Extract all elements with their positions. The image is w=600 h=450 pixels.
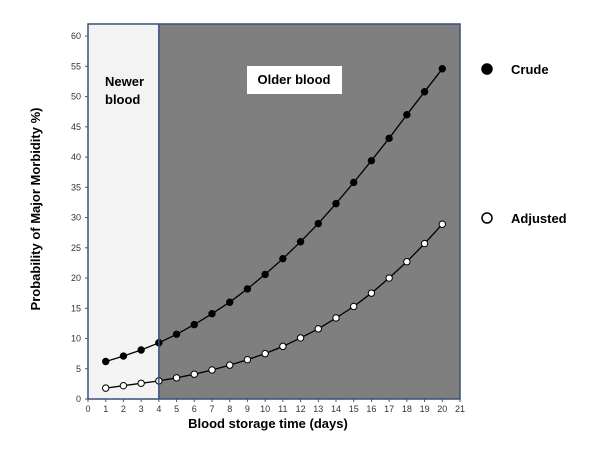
legend-marker-adjusted — [481, 212, 493, 224]
x-tick-label: 2 — [121, 404, 126, 414]
point-adjusted — [119, 381, 128, 390]
point-adjusted — [261, 349, 269, 358]
y-tick-label: 20 — [71, 273, 81, 283]
x-tick-label: 3 — [139, 404, 144, 414]
point-adjusted — [137, 379, 145, 387]
point-crude — [314, 219, 322, 228]
x-tick-label: 16 — [366, 404, 376, 414]
y-tick-label: 40 — [71, 152, 81, 162]
legend-label-crude: Crude — [511, 62, 549, 77]
point-crude — [350, 178, 358, 187]
point-adjusted — [403, 258, 411, 266]
x-tick-label: 12 — [296, 404, 306, 414]
point-adjusted — [208, 366, 216, 374]
x-tick-label: 4 — [156, 404, 161, 414]
x-tick-label: 20 — [437, 404, 447, 414]
region-newer-blood — [88, 24, 159, 399]
x-tick-label: 14 — [331, 404, 341, 414]
x-tick-label: 18 — [402, 404, 412, 414]
x-tick-label: 0 — [85, 404, 90, 414]
point-adjusted — [296, 334, 305, 342]
y-tick-label: 5 — [76, 364, 81, 374]
y-axis-title: Probability of Major Morbidity %) — [28, 108, 43, 311]
point-adjusted — [385, 274, 393, 282]
x-tick-label: 11 — [278, 404, 287, 414]
y-tick-label: 30 — [71, 213, 81, 223]
point-crude — [119, 352, 128, 360]
point-crude — [385, 134, 393, 143]
y-tick-label: 25 — [71, 243, 81, 253]
point-crude — [403, 111, 411, 119]
x-tick-label: 1 — [103, 404, 108, 414]
y-tick-label: 55 — [71, 61, 81, 71]
point-adjusted — [438, 220, 446, 228]
point-crude — [243, 285, 252, 293]
point-crude — [190, 320, 198, 329]
x-tick-label: 13 — [313, 404, 323, 414]
x-tick-label: 10 — [260, 404, 270, 414]
y-tick-label: 50 — [71, 92, 81, 102]
x-tick-label: 7 — [209, 404, 214, 414]
point-adjusted — [243, 355, 252, 364]
point-adjusted — [102, 384, 110, 392]
point-crude — [208, 310, 216, 318]
point-crude — [279, 254, 287, 263]
region-label-newer-line2: blood — [105, 92, 140, 107]
legend: Crude Adjusted — [481, 62, 567, 226]
x-tick-label: 8 — [227, 404, 232, 414]
point-crude — [261, 270, 269, 279]
point-crude — [438, 65, 446, 73]
point-crude — [332, 199, 340, 208]
region-label-newer-line1: Newer — [105, 74, 144, 89]
older-blood-label-box — [247, 66, 342, 94]
point-crude — [367, 156, 376, 165]
x-tick-label: 15 — [349, 404, 359, 414]
y-axis-ticks: 0 5 10 15 20 25 30 35 40 45 50 55 60 — [71, 31, 88, 404]
y-tick-label: 35 — [71, 182, 81, 192]
y-tick-label: 0 — [76, 394, 81, 404]
point-adjusted — [420, 239, 429, 248]
x-axis-ticks: 0 1 2 3 4 5 6 7 8 9 10 11 12 13 14 15 16 17 18 19 20 21 — [85, 399, 465, 414]
y-tick-label: 45 — [71, 122, 81, 132]
legend-marker-crude — [481, 63, 493, 75]
y-tick-label: 60 — [71, 31, 81, 41]
x-tick-label: 5 — [174, 404, 179, 414]
y-tick-label: 15 — [71, 303, 81, 313]
point-crude — [102, 357, 110, 366]
point-crude — [420, 88, 429, 96]
point-crude — [137, 346, 145, 354]
point-adjusted — [190, 370, 198, 378]
x-tick-label: 21 — [455, 404, 465, 414]
point-crude — [226, 298, 234, 306]
point-adjusted — [367, 289, 376, 297]
point-adjusted — [350, 302, 358, 311]
point-adjusted — [226, 361, 234, 369]
point-adjusted — [172, 374, 181, 382]
x-tick-label: 9 — [245, 404, 250, 414]
x-tick-label: 19 — [420, 404, 430, 414]
point-crude — [172, 330, 181, 338]
point-adjusted — [332, 314, 340, 322]
plot-frame — [87, 23, 461, 400]
point-adjusted — [279, 342, 287, 351]
region-label-older: Older blood — [258, 72, 331, 87]
point-adjusted — [314, 325, 322, 333]
x-axis-title: Blood storage time (days) — [188, 416, 348, 431]
x-tick-label: 17 — [384, 404, 394, 414]
y-tick-label: 10 — [71, 334, 81, 344]
point-crude — [296, 238, 305, 246]
legend-label-adjusted: Adjusted — [511, 211, 567, 226]
x-tick-label: 6 — [192, 404, 197, 414]
